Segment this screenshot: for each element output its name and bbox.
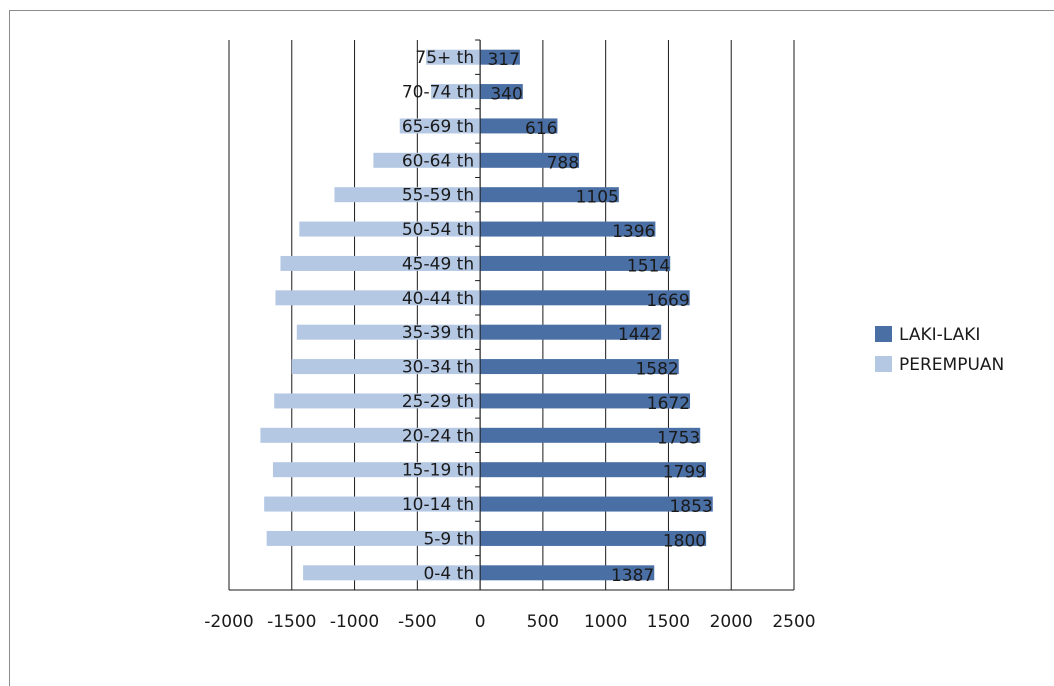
x-tick-label-6: 1000 <box>584 612 627 632</box>
bar-laki-laki-9 <box>480 255 671 271</box>
bar-perempuan-12 <box>373 152 481 168</box>
data-label-laki-laki-4: 1753 <box>657 428 700 448</box>
chart-frame <box>9 10 1054 686</box>
legend-swatch-0 <box>875 326 892 342</box>
bar-laki-laki-8 <box>480 290 690 306</box>
bar-perempuan-4 <box>260 427 481 443</box>
data-label-laki-laki-1: 1800 <box>663 531 706 551</box>
x-tick-label-2: -1000 <box>330 612 379 632</box>
bar-laki-laki-4 <box>480 427 701 443</box>
category-label-5: 25-29 th <box>402 392 474 412</box>
category-label-14: 70-74 th <box>402 83 474 103</box>
data-label-laki-laki-10: 1396 <box>612 222 655 242</box>
x-tick-label-8: 2000 <box>710 612 753 632</box>
bar-laki-laki-0 <box>480 565 655 581</box>
category-label-3: 15-19 th <box>402 461 474 481</box>
x-tick-label-5: 500 <box>527 612 559 632</box>
category-label-12: 60-64 th <box>402 151 474 171</box>
bar-laki-laki-3 <box>480 462 706 478</box>
data-label-laki-laki-5: 1672 <box>647 394 690 414</box>
x-tick-label-3: -500 <box>398 612 437 632</box>
bar-laki-laki-6 <box>480 359 679 375</box>
data-label-laki-laki-8: 1669 <box>646 291 689 311</box>
category-label-10: 50-54 th <box>402 220 474 240</box>
bar-laki-laki-1 <box>480 530 707 546</box>
category-label-7: 35-39 th <box>402 323 474 343</box>
axes <box>229 39 794 591</box>
bar-laki-laki-15 <box>480 49 520 65</box>
bar-laki-laki-5 <box>480 393 691 409</box>
bar-perempuan-5 <box>274 393 481 409</box>
data-label-laki-laki-2: 1853 <box>669 497 712 517</box>
bar-perempuan-1 <box>266 530 481 546</box>
data-label-laki-laki-3: 1799 <box>663 463 706 483</box>
legend-swatch-1 <box>875 356 892 372</box>
legend-label-1: PEREMPUAN <box>899 355 1004 375</box>
bar-laki-laki-2 <box>480 496 713 512</box>
category-label-4: 20-24 th <box>402 426 474 446</box>
data-label-laki-laki-11: 1105 <box>576 188 619 208</box>
legend: LAKI-LAKI PEREMPUAN <box>875 325 1004 375</box>
bar-perempuan-7 <box>296 324 481 340</box>
bar-perempuan-6 <box>291 359 481 375</box>
category-label-2: 10-14 th <box>402 495 474 515</box>
data-label-laki-laki-9: 1514 <box>627 256 670 276</box>
data-labels: 1387 1800 1853 1799 1753 1672 1582 1442 1669 1514… <box>487 50 712 586</box>
legend-label-0: LAKI-LAKI <box>899 325 980 345</box>
x-tick-label-7: 1500 <box>647 612 690 632</box>
bar-laki-laki-14 <box>480 84 523 100</box>
data-label-laki-laki-13: 616 <box>525 119 557 139</box>
bar-laki-laki-12 <box>480 152 580 168</box>
bar-laki-laki-10 <box>480 221 656 237</box>
bar-perempuan-15 <box>426 49 481 65</box>
x-tick-labels: -2000 -1500 -1000 -500 0 500 1000 1500 2000 2500 <box>204 612 815 632</box>
bar-perempuan-14 <box>431 84 481 100</box>
data-label-laki-laki-15: 317 <box>487 50 519 70</box>
data-label-laki-laki-0: 1387 <box>611 566 654 586</box>
category-label-15: 75+ th <box>415 48 474 68</box>
x-tick-label-4: 0 <box>475 612 486 632</box>
bar-laki-laki-7 <box>480 324 662 340</box>
bar-laki-laki-11 <box>480 187 619 203</box>
data-label-laki-laki-6: 1582 <box>635 360 678 380</box>
category-label-1: 5-9 th <box>423 529 474 549</box>
x-tick-label-1: -1500 <box>267 612 316 632</box>
bar-perempuan-10 <box>299 221 481 237</box>
bar-laki-laki-13 <box>480 118 558 134</box>
category-label-9: 45-49 th <box>402 254 474 274</box>
bar-perempuan-2 <box>264 496 481 512</box>
bar-perempuan-13 <box>399 118 481 134</box>
category-label-0: 0-4 th <box>423 564 474 584</box>
bars <box>260 49 713 581</box>
bar-perempuan-9 <box>280 255 481 271</box>
category-labels: 0-4 th 5-9 th 10-14 th 15-19 th 20-24 th 25-2… <box>402 48 474 584</box>
data-label-laki-laki-12: 788 <box>547 153 579 173</box>
data-label-laki-laki-14: 340 <box>490 85 522 105</box>
category-label-6: 30-34 th <box>402 358 474 378</box>
bar-perempuan-8 <box>275 290 481 306</box>
category-label-13: 65-69 th <box>402 117 474 137</box>
x-tick-label-0: -2000 <box>204 612 253 632</box>
bar-perempuan-0 <box>303 565 481 581</box>
data-label-laki-laki-7: 1442 <box>618 325 661 345</box>
category-label-11: 55-59 th <box>402 186 474 206</box>
bar-perempuan-3 <box>272 462 481 478</box>
bar-perempuan-11 <box>334 187 481 203</box>
category-label-8: 40-44 th <box>402 289 474 309</box>
x-tick-label-9: 2500 <box>772 612 815 632</box>
